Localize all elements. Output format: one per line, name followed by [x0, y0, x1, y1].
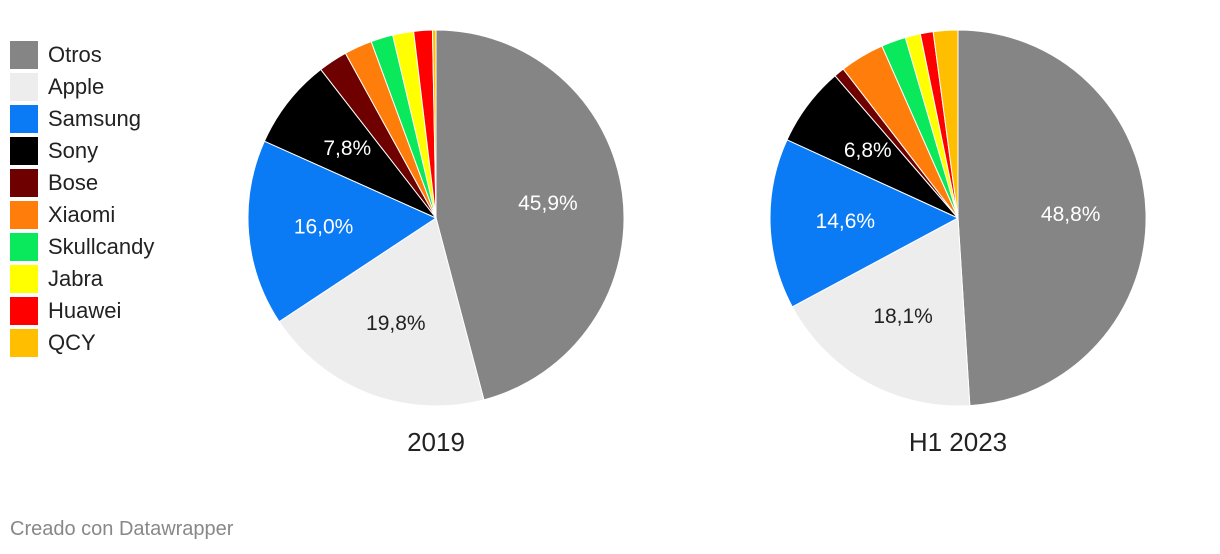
pie-slice-otros [435, 29, 625, 401]
pie-slice-apple [278, 217, 485, 407]
pie-charts: 45,9% 19,8% 16,0% 7,8% 2019 48,8% 18,1% 14,6% 6… [247, 29, 1147, 457]
legend-label: Jabra [48, 266, 104, 291]
legend: Otros Apple Samsung Sony Bose Xiaomi Skullcand… [10, 39, 154, 359]
legend-item-skullcandy: Skullcandy [10, 231, 154, 263]
legend-item-xiaomi: Xiaomi [10, 199, 154, 231]
legend-label: QCY [48, 330, 96, 355]
datawrapper-credit: Creado con Datawrapper [10, 518, 234, 540]
pie-slice-qcy [932, 29, 959, 219]
legend-label: Skullcandy [48, 234, 155, 259]
data-label-sony: 7,8% [323, 137, 371, 160]
data-label-samsung: 16,0% [294, 216, 354, 239]
legend-item-jabra: Jabra [10, 263, 154, 295]
legend-item-huawei: Huawei [10, 295, 154, 327]
pie-slice-apple [791, 217, 971, 407]
legend-item-otros: Otros [10, 39, 154, 71]
legend-swatch [10, 41, 38, 69]
data-label-otros: 48,8% [1041, 203, 1101, 226]
legend-swatch [10, 201, 38, 229]
data-label-sony: 6,8% [844, 139, 892, 162]
data-label-samsung: 14,6% [816, 210, 876, 233]
data-label-apple: 19,8% [366, 312, 426, 335]
pie-chart-h1-2023: 48,8% 18,1% 14,6% 6,8% H1 2023 [769, 29, 1147, 457]
legend-swatch [10, 233, 38, 261]
legend-label: Xiaomi [48, 202, 116, 227]
legend-item-sony: Sony [10, 135, 154, 167]
pie-slice-qcy [431, 29, 437, 219]
legend-label: Huawei [48, 298, 122, 323]
pie-slice-samsung [769, 139, 960, 308]
legend-item-qcy: QCY [10, 327, 154, 359]
pie-slice-samsung [247, 140, 438, 323]
data-label-apple: 18,1% [873, 305, 933, 328]
legend-swatch [10, 265, 38, 293]
legend-label: Bose [48, 170, 99, 195]
legend-label: Sony [48, 138, 99, 163]
legend-item-samsung: Samsung [10, 103, 154, 135]
pie-chart-2019: 45,9% 19,8% 16,0% 7,8% 2019 [247, 29, 625, 457]
legend-swatch [10, 73, 38, 101]
legend-item-apple: Apple [10, 71, 154, 103]
data-label-otros: 45,9% [518, 192, 578, 215]
legend-label: Apple [48, 74, 105, 99]
pie-title: H1 2023 [909, 427, 1007, 457]
legend-swatch [10, 105, 38, 133]
legend-swatch [10, 137, 38, 165]
pie-slice-sony [263, 68, 437, 219]
legend-label: Otros [48, 42, 102, 67]
pie-slice-otros [957, 29, 1147, 407]
legend-swatch [10, 169, 38, 197]
legend-label: Samsung [48, 106, 141, 131]
legend-item-bose: Bose [10, 167, 154, 199]
legend-swatch [10, 329, 38, 357]
legend-swatch [10, 297, 38, 325]
pie-title: 2019 [407, 427, 465, 457]
